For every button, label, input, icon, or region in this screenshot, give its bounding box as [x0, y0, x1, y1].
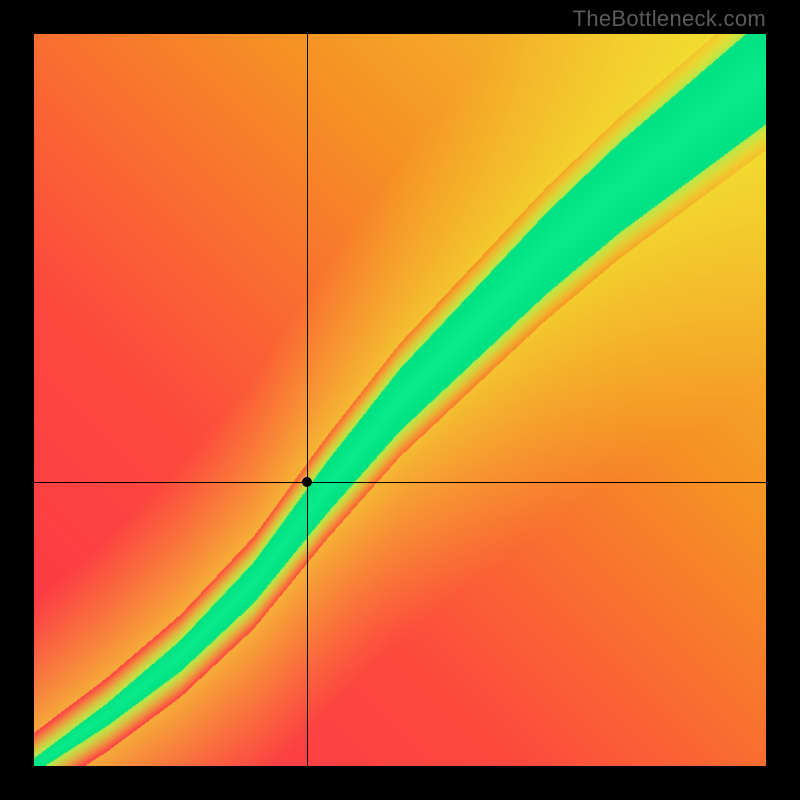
- chart-frame: TheBottleneck.com: [0, 0, 800, 800]
- crosshair-vertical: [307, 34, 308, 766]
- watermark-text: TheBottleneck.com: [573, 6, 766, 32]
- heatmap-canvas: [34, 34, 766, 766]
- heatmap-plot: [34, 34, 766, 766]
- crosshair-marker: [302, 477, 312, 487]
- crosshair-horizontal: [34, 482, 766, 483]
